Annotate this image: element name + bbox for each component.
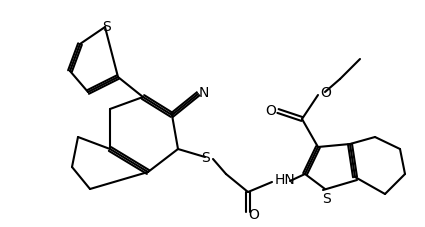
Text: N: N [199, 86, 209, 100]
Text: O: O [249, 207, 259, 221]
Text: O: O [320, 86, 332, 100]
Text: S: S [201, 150, 210, 164]
Text: O: O [266, 104, 276, 118]
Text: HN: HN [275, 172, 296, 186]
Text: S: S [102, 20, 111, 34]
Text: S: S [323, 191, 332, 205]
